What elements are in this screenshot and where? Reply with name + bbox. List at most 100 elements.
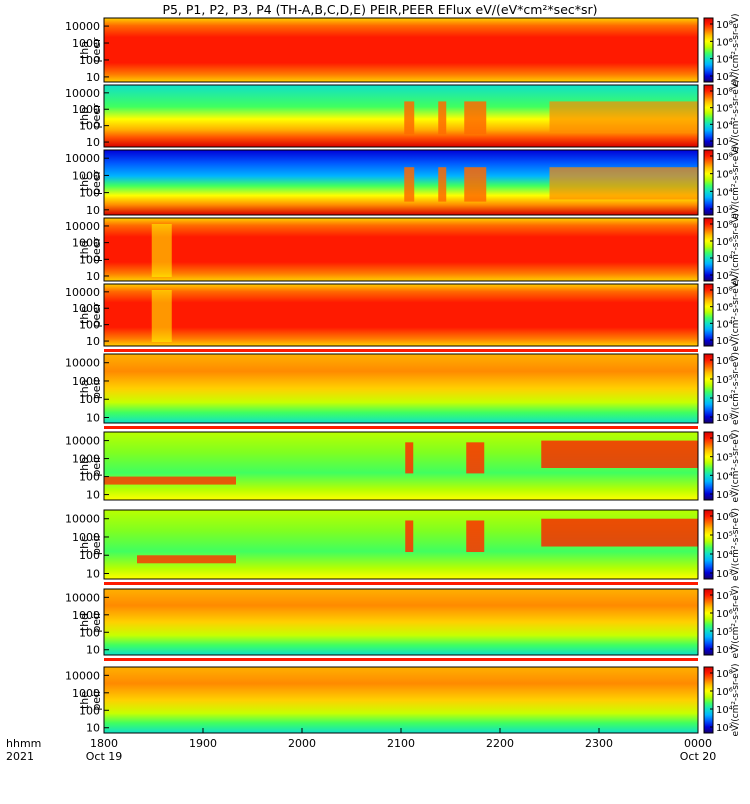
y-tick-label: 10000 xyxy=(65,87,100,100)
colorbar-tick-label: 10⁸ xyxy=(716,87,733,98)
y-tick-label: 100 xyxy=(79,319,100,332)
colorbar xyxy=(703,84,714,148)
panel-frame xyxy=(103,588,699,656)
x-tick-label: 2000 xyxy=(288,737,316,750)
colorbar-tick-label: 10⁵ xyxy=(716,531,733,542)
panel-tha-peir: 10000 1000 100 10 tha peir 10⁶ 10⁵ 10⁴ 10³eV/(cm²… xyxy=(65,352,741,429)
panel-frame xyxy=(103,149,699,216)
panel-thc-peir: 10000 1000 100 10 thc peir 10⁶ 10⁵ 10⁴ 10³eV/(cm²… xyxy=(65,508,741,585)
panel-ylabel: peir xyxy=(90,455,103,477)
colorbar-tick-label: 10⁴ xyxy=(716,187,733,198)
flux-enhancement xyxy=(541,440,698,468)
colorbar-label: eV/(cm²-s-sr-eV) xyxy=(731,146,741,219)
panel-ylabel: peir xyxy=(90,377,103,399)
y-tick-label: 1000 xyxy=(72,531,100,544)
panel-the-peir: 10000 1000 100 10 the peir 10⁸ 10⁶ 10⁴ 10²eV/(cm²… xyxy=(65,663,741,736)
colorbar-tick-label: 10² xyxy=(716,72,733,83)
y-tick-label: 1000 xyxy=(72,37,100,50)
colorbar xyxy=(703,431,714,501)
colorbar xyxy=(703,283,714,347)
flux-burst xyxy=(404,101,415,135)
colorbar-tick-label: 10⁶ xyxy=(716,687,733,698)
y-tick-label: 10000 xyxy=(65,357,100,370)
y-tick-label: 10000 xyxy=(65,286,100,299)
panel-ylabel: tha xyxy=(78,41,91,59)
y-tick-label: 10000 xyxy=(65,220,100,233)
y-tick-label: 100 xyxy=(79,253,100,266)
y-tick-label: 10000 xyxy=(65,669,100,682)
panel-thd-peir: 10000 1000 100 10 thd peir 10⁷ 10⁶ 10⁵ 10⁴eV/(cm²… xyxy=(65,585,741,661)
spectrogram-body xyxy=(104,354,698,423)
y-tick-label: 10 xyxy=(86,204,100,217)
panel-separator xyxy=(104,658,698,661)
y-tick-label: 10 xyxy=(86,489,100,502)
colorbar-tick-label: 10³ xyxy=(716,413,733,424)
panel-ylabel: peer xyxy=(90,37,103,63)
flux-enhancement xyxy=(549,101,698,133)
y-tick-label: 100 xyxy=(79,54,100,67)
y-tick-label: 10000 xyxy=(65,20,100,33)
y-tick-label: 10000 xyxy=(65,591,100,604)
colorbar xyxy=(703,17,714,83)
panel-frame xyxy=(103,353,699,424)
colorbar-label: eV/(cm²-s-sr-eV) xyxy=(731,508,741,581)
colorbar-tick-label: 10⁷ xyxy=(716,591,733,602)
colorbar-tick-label: 10⁸ xyxy=(716,20,733,31)
colorbar-label: eV/(cm²-s-sr-eV) xyxy=(731,13,741,86)
panel-thd-peer: 10000 1000 100 10 thd peer 10⁸ 10⁶ 10⁴ 10²eV/(cm²… xyxy=(65,213,741,286)
colorbar-tick-label: 10² xyxy=(716,336,733,347)
x-tick-label: 2200 xyxy=(486,737,514,750)
flux-burst xyxy=(464,101,487,135)
panel-ylabel: the xyxy=(78,306,91,324)
y-tick-label: 1000 xyxy=(72,453,100,466)
x-axis-label-hhmm: hhmm xyxy=(6,737,41,750)
flux-burst xyxy=(438,101,447,135)
colorbar-tick-label: 10⁶ xyxy=(716,609,733,620)
spectrogram-body xyxy=(104,667,698,733)
y-tick-label: 100 xyxy=(79,393,100,406)
colorbar-label: eV/(cm²-s-sr-eV) xyxy=(731,585,741,658)
flux-burst xyxy=(466,442,485,474)
time-axis: 1800 1900 2000 2100 2200 2300 0000 Oct 19 Oct 20… xyxy=(6,728,716,763)
colorbar-tick-label: 10² xyxy=(716,137,733,148)
panel-ylabel: thd xyxy=(78,240,91,258)
panel-thb-peir: 10000 1000 100 10 thb peir 10⁶ 10⁵ 10⁴ 10³eV/(cm²… xyxy=(65,429,741,502)
panel-separator xyxy=(104,426,698,429)
spectrogram-body xyxy=(104,218,698,281)
y-tick-label: 1000 xyxy=(72,237,100,250)
panel-frame xyxy=(103,17,699,83)
colorbar-tick-label: 10⁶ xyxy=(716,303,733,314)
colorbar xyxy=(703,509,714,580)
y-tick-label: 10000 xyxy=(65,513,100,526)
colorbar-label: eV/(cm²-s-sr-eV) xyxy=(731,278,741,351)
colorbar-label: eV/(cm²-s-sr-eV) xyxy=(731,663,741,736)
colorbar-tick-label: 10² xyxy=(716,205,733,216)
panel-ylabel: thc xyxy=(78,536,91,553)
low-energy-streak xyxy=(137,555,236,564)
y-tick-label: 10 xyxy=(86,270,100,283)
x-date-end: Oct 20 xyxy=(680,750,717,763)
y-tick-label: 10 xyxy=(86,568,100,581)
flux-burst xyxy=(466,520,485,553)
colorbar-tick-label: 10⁸ xyxy=(716,669,733,680)
colorbar-tick-label: 10⁴ xyxy=(716,55,733,66)
x-tick-label: 2100 xyxy=(387,737,415,750)
colorbar-tick-label: 10⁴ xyxy=(716,319,733,330)
flux-enhancement xyxy=(549,167,698,200)
colorbar-label: eV/(cm²-s-sr-eV) xyxy=(731,213,741,286)
panel-the-peer: 10000 1000 100 10 the peer 10⁸ 10⁶ 10⁴ 10²eV/(cm²… xyxy=(65,278,741,352)
colorbar-tick-label: 10² xyxy=(716,723,733,734)
colorbar-tick-label: 10² xyxy=(716,271,733,282)
colorbar-label: eV/(cm²-s-sr-eV) xyxy=(731,352,741,425)
y-tick-label: 10 xyxy=(86,722,100,735)
panel-ylabel: peer xyxy=(90,237,103,263)
colorbar-tick-label: 10³ xyxy=(716,490,733,501)
x-axis-label-year: 2021 xyxy=(6,750,34,763)
low-energy-streak xyxy=(104,476,236,485)
y-tick-label: 1000 xyxy=(72,375,100,388)
chart-title: P5, P1, P2, P3, P4 (TH-A,B,C,D,E) PEIR,P… xyxy=(162,2,597,17)
x-tick-label: 1900 xyxy=(189,737,217,750)
colorbar xyxy=(703,217,714,282)
